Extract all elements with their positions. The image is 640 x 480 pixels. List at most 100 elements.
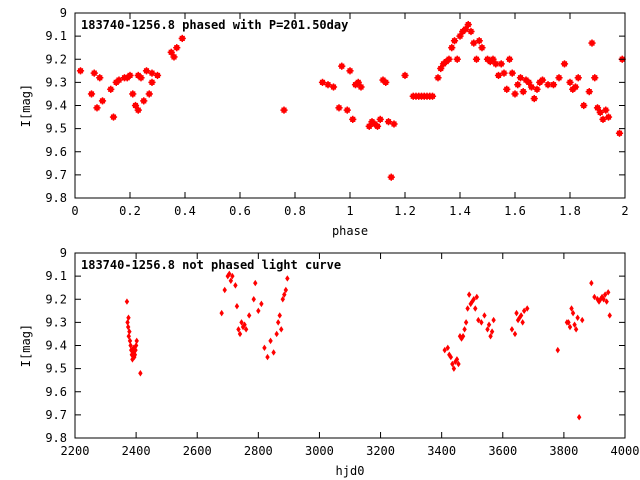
- lower-data-point: [262, 344, 267, 352]
- upper-x-tick-label: 0.2: [119, 204, 141, 218]
- lower-data-point: [485, 326, 490, 333]
- lower-y-tick-label: 9.8: [45, 431, 67, 445]
- lower-data-point: [602, 291, 608, 298]
- lower-x-tick-label: 3200: [366, 444, 395, 458]
- lower-data-point: [512, 330, 518, 338]
- lower-x-tick-label: 3800: [549, 444, 578, 458]
- lower-data-point: [268, 337, 273, 345]
- upper-y-tick-label: 9: [60, 6, 67, 20]
- lower-data-point: [454, 356, 460, 363]
- lower-data-point: [575, 314, 580, 321]
- upper-data-point: [115, 76, 123, 84]
- lower-data-point: [125, 323, 131, 331]
- upper-data-point: [365, 122, 373, 130]
- upper-data-point: [338, 62, 346, 70]
- upper-data-point: [129, 90, 137, 98]
- upper-data-point: [107, 85, 115, 93]
- lower-data-point: [466, 291, 472, 298]
- upper-data-point: [329, 83, 338, 91]
- upper-data-point: [137, 74, 145, 82]
- upper-data-point: [280, 106, 288, 114]
- upper-data-point: [525, 78, 533, 86]
- upper-data-point: [555, 74, 563, 82]
- upper-x-tick-label: 0.4: [174, 204, 196, 218]
- upper-data-point: [76, 67, 85, 75]
- upper-data-point: [373, 122, 382, 130]
- upper-data-point: [533, 85, 541, 93]
- upper-data-point: [87, 90, 96, 98]
- lower-data-point: [518, 312, 524, 319]
- lower-data-point: [489, 328, 495, 335]
- lower-data-point: [234, 302, 240, 310]
- lower-data-point: [572, 321, 577, 328]
- lower-data-point: [471, 296, 476, 303]
- lower-data-point: [509, 326, 515, 333]
- upper-data-point: [173, 44, 181, 52]
- lower-data-point: [479, 319, 484, 326]
- upper-data-point: [98, 97, 107, 105]
- upper-x-tick-label: 1.4: [449, 204, 471, 218]
- lower-data-point: [133, 342, 139, 349]
- lower-data-point: [570, 309, 576, 317]
- upper-data-point: [437, 64, 445, 73]
- lower-data-point: [445, 344, 450, 352]
- upper-data-point: [475, 37, 483, 45]
- upper-data-point: [126, 71, 134, 80]
- lower-data-point: [128, 342, 133, 349]
- upper-data-point: [519, 88, 527, 96]
- lower-data-point: [486, 321, 492, 328]
- upper-data-point: [376, 115, 384, 123]
- lower-y-axis-title: I[mag]: [19, 324, 33, 367]
- upper-data-point: [178, 34, 186, 43]
- upper-data-point: [500, 69, 508, 77]
- upper-data-point: [453, 55, 461, 63]
- upper-markers: [76, 20, 626, 181]
- lower-data-point: [525, 305, 530, 312]
- upper-data-point: [571, 83, 580, 91]
- upper-y-tick-label: 9.2: [45, 52, 67, 66]
- lower-data-point: [237, 330, 243, 338]
- lower-data-point: [127, 337, 133, 345]
- upper-data-point: [335, 104, 343, 112]
- upper-x-tick-label: 1.2: [394, 204, 416, 218]
- upper-data-point: [384, 118, 393, 126]
- lower-data-point: [569, 305, 574, 312]
- lower-x-tick-label: 4000: [611, 444, 640, 458]
- lower-markers: [124, 270, 612, 421]
- lower-data-point: [222, 286, 227, 294]
- upper-y-tick-label: 9.5: [45, 122, 67, 136]
- lower-data-point: [277, 312, 282, 319]
- lower-data-point: [462, 326, 467, 333]
- upper-data-point: [434, 74, 442, 82]
- upper-data-point: [456, 32, 464, 40]
- upper-data-point: [508, 69, 516, 77]
- upper-data-point: [134, 106, 142, 114]
- lower-data-point: [133, 346, 138, 354]
- lower-data-point: [460, 333, 466, 340]
- lower-data-point: [279, 326, 284, 333]
- upper-data-point: [549, 81, 558, 89]
- upper-y-tick-label: 9.6: [45, 145, 67, 159]
- upper-data-point: [390, 120, 398, 128]
- lower-x-tick-label: 2600: [183, 444, 212, 458]
- upper-data-point: [343, 106, 351, 114]
- upper-data-point: [357, 83, 365, 91]
- upper-data-point: [153, 71, 162, 80]
- upper-data-point: [140, 97, 148, 105]
- lower-data-point: [125, 319, 130, 326]
- lower-data-point: [282, 291, 287, 298]
- upper-data-point: [497, 60, 505, 68]
- lower-chart-title: 183740-1256.8 not phased light curve: [81, 258, 341, 272]
- upper-data-point: [599, 115, 607, 123]
- lower-x-tick-label: 3400: [427, 444, 456, 458]
- lower-data-point: [448, 353, 454, 361]
- upper-y-tick-label: 9.4: [45, 99, 67, 113]
- upper-data-point: [346, 67, 354, 75]
- upper-data-point: [516, 74, 525, 82]
- lower-data-point: [265, 353, 270, 361]
- upper-data-point: [428, 92, 437, 100]
- upper-plot-frame: [74, 12, 626, 199]
- upper-data-point: [585, 88, 593, 96]
- upper-data-point: [145, 90, 153, 98]
- lower-data-point: [566, 319, 571, 326]
